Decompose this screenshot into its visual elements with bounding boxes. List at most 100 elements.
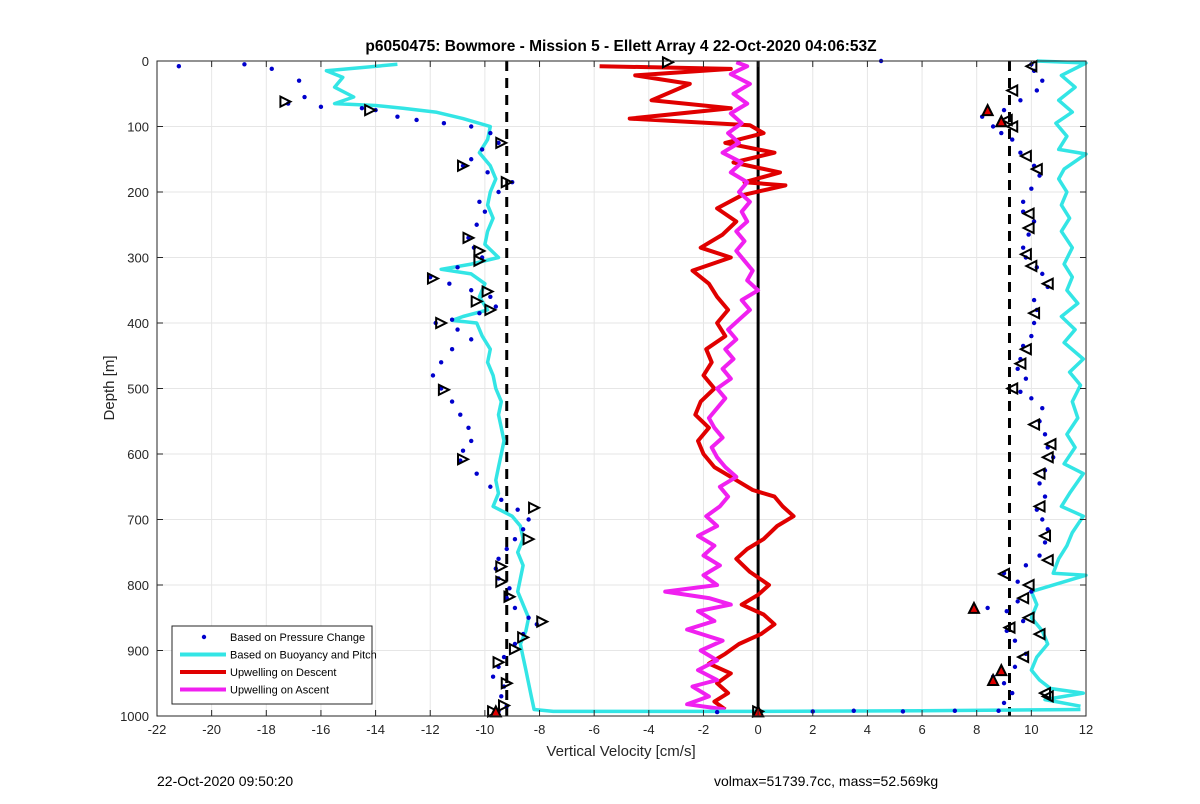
pressure-descent-point <box>507 586 512 591</box>
pressure-ascent-point <box>1023 563 1029 568</box>
legend-label: Based on Pressure Change <box>230 632 365 644</box>
x-tick-label: -16 <box>312 722 331 737</box>
y-tick-label: 500 <box>127 382 149 397</box>
pressure-ascent-point <box>1018 150 1023 155</box>
ascent-triangle-marker <box>1021 221 1035 235</box>
pressure-descent-point <box>504 546 509 552</box>
ascent-triangle-marker <box>1032 467 1046 481</box>
pressure-ascent-point <box>1040 78 1045 83</box>
ascent-triangle-marker <box>1021 206 1035 221</box>
descent-triangle-marker <box>481 284 495 299</box>
descent-triangle-marker <box>473 244 487 258</box>
x-tick-label: -18 <box>257 722 276 737</box>
ascent-triangle-marker <box>1043 437 1057 451</box>
pressure-ascent-point <box>1001 681 1007 686</box>
legend: Based on Pressure Change Based on Buoyanc… <box>171 625 377 705</box>
pressure-descent-point <box>469 124 474 129</box>
descent-triangle-marker <box>484 303 498 317</box>
pressure-descent-point <box>496 556 501 561</box>
pressure-descent-point <box>269 66 274 72</box>
descent-triangle-marker <box>364 103 378 117</box>
pressure-ascent-point <box>1020 618 1026 624</box>
y-tick-label: 0 <box>142 54 149 69</box>
pressure-descent-point <box>526 517 531 522</box>
x-tick-label: -22 <box>148 722 167 737</box>
pressure-ascent-point <box>1037 481 1042 486</box>
x-axis-label: Vertical Velocity [cm/s] <box>546 743 695 760</box>
legend-swatch <box>201 634 207 640</box>
pressure-descent-point <box>359 105 365 111</box>
descent-triangle-marker <box>462 231 476 245</box>
pressure-ascent-point <box>1015 579 1020 584</box>
descent-triangle-marker <box>437 383 452 397</box>
pressure-descent-point <box>455 265 460 270</box>
footer-timestamp: 22-Oct-2020 09:50:20 <box>157 773 294 789</box>
pressure-ascent-point <box>1001 700 1007 706</box>
y-axis-label: Depth [m] <box>101 355 118 420</box>
pressure-ascent-point <box>1042 432 1048 437</box>
pressure-ascent-point <box>1042 494 1048 499</box>
ascent-triangle-marker <box>1032 499 1046 514</box>
y-tick-label: 1000 <box>120 709 149 724</box>
pressure-ascent-point <box>1010 690 1015 696</box>
pressure-ascent-point <box>1026 232 1031 237</box>
pressure-descent-point <box>488 484 493 489</box>
ascent-triangle-marker <box>1037 529 1052 543</box>
ascent-triangle-marker <box>1018 342 1032 356</box>
legend-label: Based on Buoyancy and Pitch <box>230 650 377 662</box>
pressure-ascent-point <box>985 605 990 611</box>
pressure-ascent-point <box>1001 107 1007 113</box>
pressure-descent-point <box>900 709 906 714</box>
descent-triangle-marker <box>528 501 542 515</box>
pressure-descent-point <box>488 130 493 136</box>
descent-triangle-marker <box>495 136 509 150</box>
pressure-ascent-point <box>1031 297 1037 303</box>
descent-triangle-marker <box>500 175 514 189</box>
descent-triangle-marker <box>495 575 509 589</box>
legend-label: Upwelling on Descent <box>230 667 336 679</box>
red-triangle-marker <box>986 672 1000 686</box>
y-tick-label: 400 <box>127 316 149 331</box>
pressure-descent-point <box>520 527 526 532</box>
plot-area: -22 -20 -18 -16 -14 -12 -10 -8 -6 -4 -2 0 2 4 6 8 10 1201… <box>120 54 1093 737</box>
pressure-descent-point <box>493 304 499 309</box>
pressure-descent-point <box>469 157 474 162</box>
pressure-descent-point <box>499 694 504 699</box>
descent-triangle-marker <box>503 590 517 604</box>
pressure-ascent-point <box>1018 389 1023 394</box>
pressure-ascent-point <box>1012 664 1018 670</box>
pressure-descent-point <box>455 327 460 332</box>
ascent-triangle-marker <box>1018 247 1032 261</box>
pressure-ascent-point <box>1040 271 1045 277</box>
x-tick-label: -4 <box>643 722 655 737</box>
ascent-triangle-marker <box>1015 591 1030 605</box>
chart-title: p6050475: Bowmore - Mission 5 - Ellett A… <box>365 38 877 55</box>
ascent-triangle-marker <box>1015 650 1030 664</box>
descent-triangle-marker <box>661 55 676 69</box>
pressure-descent-point <box>474 471 479 476</box>
y-tick-label: 700 <box>127 513 149 528</box>
pressure-descent-point <box>482 209 488 214</box>
pressure-descent-point <box>449 317 455 322</box>
upwelling-ascent-line <box>663 60 761 712</box>
upwelling-descent-line <box>599 64 796 712</box>
pressure-descent-point <box>469 288 474 293</box>
x-tick-label: -20 <box>202 722 221 737</box>
pressure-ascent-point <box>1010 137 1015 142</box>
ascent-triangle-marker <box>1018 149 1032 163</box>
pressure-descent-point <box>474 222 479 227</box>
pressure-ascent-point <box>1012 638 1018 643</box>
red-triangle-marker <box>967 600 981 614</box>
pressure-descent-point <box>447 281 452 286</box>
pressure-ascent-point <box>1037 553 1042 558</box>
ascent-triangle-marker <box>1040 277 1054 291</box>
pressure-descent-point <box>526 615 531 620</box>
pressure-descent-point <box>449 399 455 404</box>
pressure-descent-point <box>176 64 182 69</box>
pressure-ascent-point <box>1023 376 1029 381</box>
descent-triangle-marker <box>517 630 531 645</box>
pressure-ascent-point <box>1015 366 1020 372</box>
pressure-ascent-point <box>1031 320 1037 326</box>
x-tick-label: 12 <box>1079 722 1093 737</box>
x-tick-label: 8 <box>973 722 980 737</box>
